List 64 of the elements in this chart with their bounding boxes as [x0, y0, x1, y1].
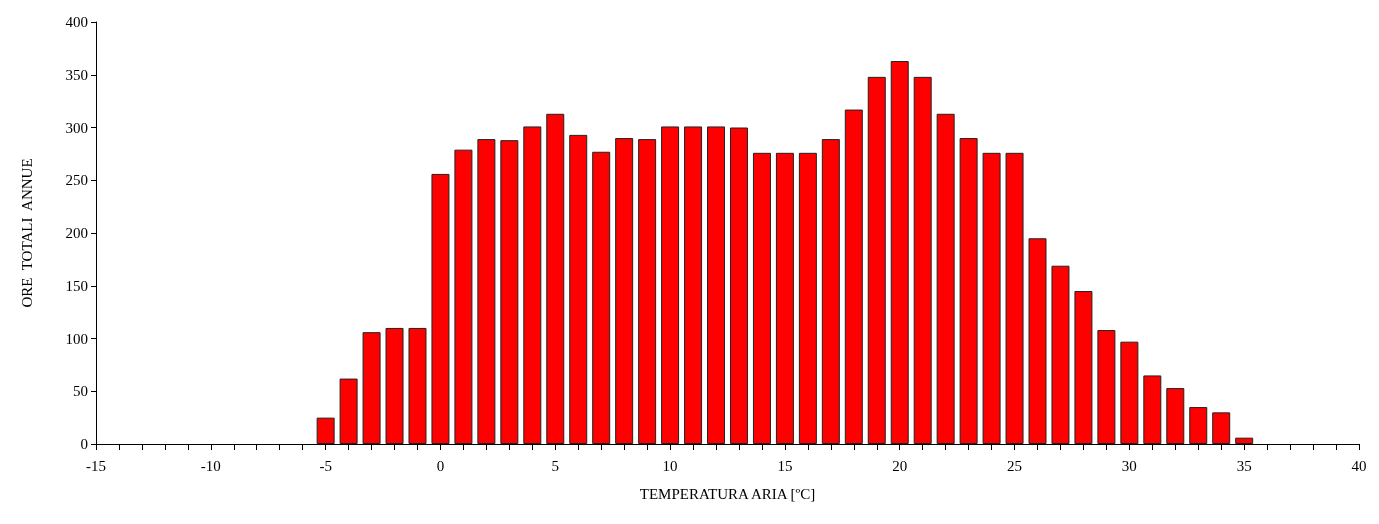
- bar: [752, 152, 771, 444]
- bar: [1166, 388, 1185, 444]
- y-tick-label: 150: [65, 277, 88, 294]
- x-axis-title: TEMPERATURA ARIA [ºC]: [639, 485, 816, 502]
- bar: [454, 149, 473, 444]
- x-tick-label: 30: [1121, 457, 1137, 474]
- x-tick-label: -10: [200, 457, 221, 474]
- bar: [959, 138, 978, 444]
- bar: [936, 113, 955, 444]
- bar: [729, 127, 748, 444]
- y-tick-label: 250: [65, 172, 88, 189]
- y-tick-label: 0: [80, 436, 88, 452]
- y-tick-label: 200: [65, 225, 88, 241]
- bar: [1189, 407, 1208, 444]
- bar: [1235, 437, 1254, 444]
- x-tick-label: 10: [662, 457, 678, 474]
- bar: [500, 140, 519, 444]
- y-tick-label: 300: [65, 119, 88, 136]
- bar: [890, 61, 909, 444]
- x-tick-label: 15: [777, 457, 793, 474]
- bar: [316, 417, 335, 444]
- bar: [523, 126, 542, 444]
- y-tick-label: 50: [73, 383, 88, 400]
- bar: [775, 152, 794, 444]
- bar: [1051, 265, 1070, 444]
- bar: [638, 139, 657, 444]
- bar: [867, 76, 886, 444]
- bar: [684, 126, 703, 444]
- bar: [362, 332, 381, 444]
- bar: [477, 139, 496, 444]
- x-tick-label: 25: [1007, 457, 1023, 474]
- x-tick-label: 35: [1236, 457, 1252, 474]
- y-tick-label: 400: [65, 14, 88, 30]
- bar: [1074, 291, 1093, 444]
- bar: [844, 109, 863, 444]
- bar: [1143, 375, 1162, 444]
- bar: [339, 378, 358, 444]
- y-tick-label: 350: [65, 66, 88, 83]
- bar: [707, 126, 726, 444]
- bar: [1005, 152, 1024, 444]
- y-tick-label: 100: [65, 330, 88, 347]
- x-tick-label: -15: [86, 457, 106, 474]
- bar: [431, 173, 450, 444]
- x-tick-label: 0: [436, 457, 445, 474]
- x-tick-label: 5: [551, 457, 560, 474]
- bar: [408, 327, 427, 444]
- x-tick-label: 20: [892, 457, 908, 474]
- bar: [661, 126, 680, 444]
- bar: [569, 134, 588, 444]
- x-tick-label: 40: [1351, 457, 1367, 474]
- x-tick-label: -5: [319, 457, 332, 474]
- bar: [1028, 238, 1047, 444]
- bar: [1097, 330, 1116, 444]
- bar: [546, 113, 565, 444]
- y-axis-title: ORE TOTALI ANNUE: [18, 158, 35, 308]
- bar: [798, 152, 817, 444]
- bar: [592, 151, 611, 444]
- bar: [1212, 412, 1231, 444]
- bar: [1120, 341, 1139, 444]
- bar: [982, 152, 1001, 444]
- bar: [913, 76, 932, 444]
- bar: [385, 327, 404, 444]
- bar: [615, 138, 634, 444]
- bar: [821, 139, 840, 444]
